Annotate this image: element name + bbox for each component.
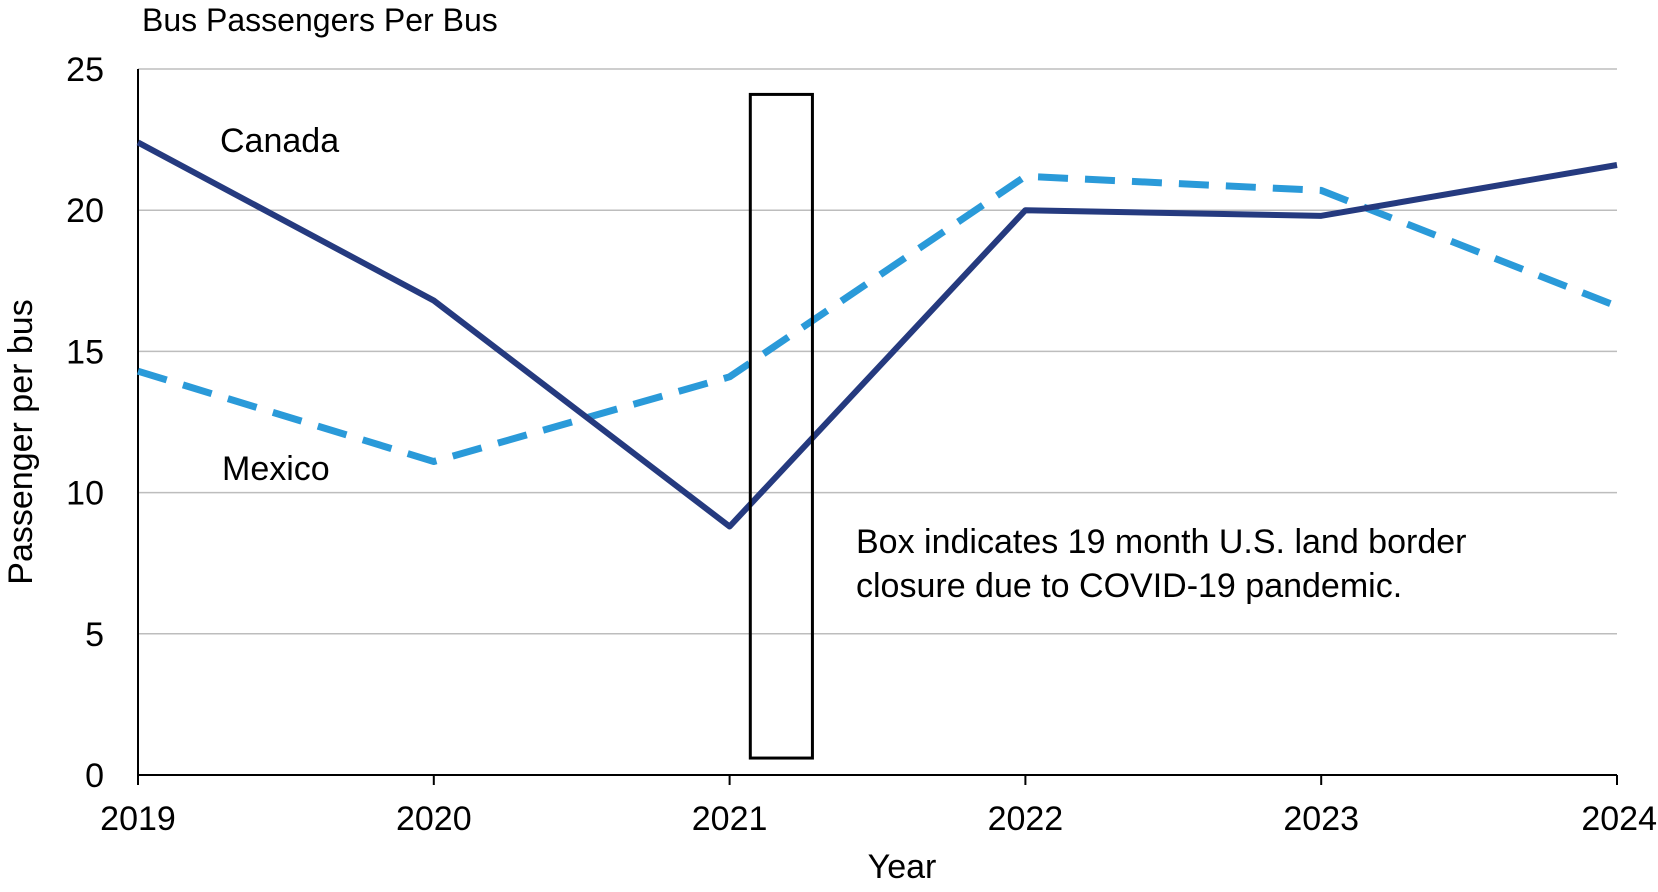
series-line-mexico — [136, 172, 1619, 466]
y-tick-label: 20 — [66, 192, 104, 230]
chart-title: Bus Passengers Per Bus — [142, 2, 498, 38]
x-tick-label: 2020 — [396, 800, 472, 838]
legend-label-canada: Canada — [220, 122, 339, 160]
y-tick-label: 10 — [66, 475, 104, 513]
y-tick-labels: 0 5 10 15 20 25 — [66, 51, 104, 795]
x-tick-label: 2024 — [1581, 800, 1657, 838]
annotation-line-1: Box indicates 19 month U.S. land border — [856, 523, 1466, 561]
y-tick-label: 0 — [85, 757, 104, 795]
annotation-line-2: closure due to COVID-19 pandemic. — [856, 567, 1402, 605]
x-tick-label: 2022 — [988, 800, 1064, 838]
x-tick-label: 2019 — [100, 800, 176, 838]
y-tick-label: 15 — [66, 333, 104, 371]
x-tick-label: 2023 — [1283, 800, 1359, 838]
x-tick-label: 2021 — [692, 800, 768, 838]
x-tick-labels: 2019 2020 2021 2022 2023 2024 — [100, 800, 1657, 838]
y-tick-label: 5 — [85, 616, 104, 654]
y-axis-label: Passenger per bus — [2, 299, 40, 584]
border-closure-box — [748, 92, 814, 760]
x-axis-label: Year — [868, 848, 937, 886]
legend-label-mexico: Mexico — [222, 450, 330, 488]
series-lines — [136, 139, 1619, 530]
axes — [137, 69, 1618, 785]
y-tick-label: 25 — [66, 51, 104, 89]
series-line-canada — [136, 139, 1618, 530]
